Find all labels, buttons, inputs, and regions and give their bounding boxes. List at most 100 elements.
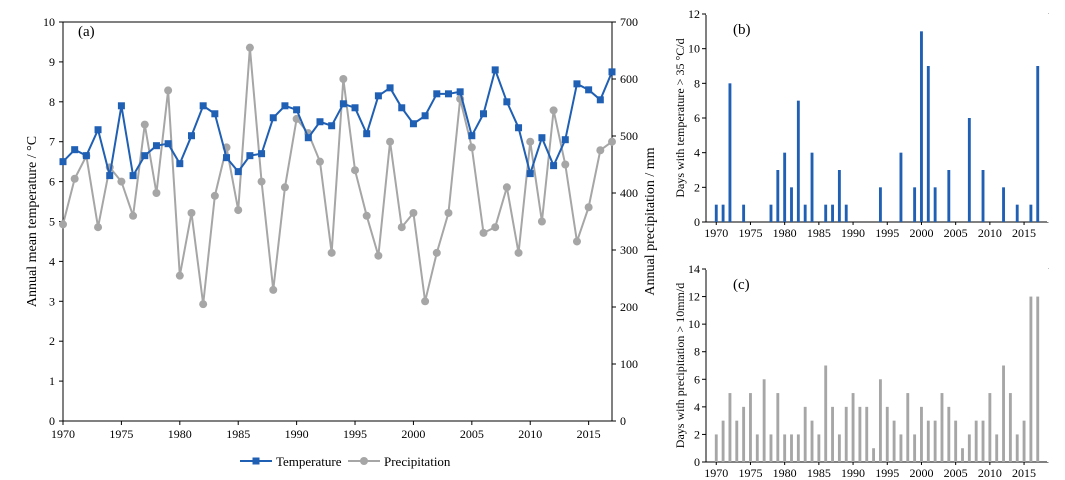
- precipitation-point: [561, 160, 570, 169]
- temperature-point: [117, 102, 125, 110]
- panel-c-bar: [749, 393, 752, 462]
- panel-b-bar: [933, 187, 937, 222]
- panel-a-ytick-label: 8: [49, 95, 55, 109]
- panel-b-xtick-label: 2000: [909, 226, 933, 240]
- legend-precipitation-label: Precipitation: [384, 454, 451, 469]
- panel-b-bar: [824, 204, 828, 222]
- legend-temperature-marker: [252, 457, 260, 465]
- panel-c-bar: [851, 393, 855, 462]
- panel-a-y2tick-label: 300: [620, 243, 638, 257]
- precipitation-point: [432, 248, 441, 257]
- temperature-point: [59, 158, 67, 166]
- panel-c-bar: [810, 420, 814, 462]
- precipitation-point: [59, 220, 67, 229]
- temperature-point: [246, 152, 254, 160]
- panel-c-xtick-label: 1985: [807, 466, 831, 480]
- temperature-point: [71, 146, 79, 154]
- panel-a-y2tick-label: 400: [620, 186, 638, 200]
- panel-a-ytick-label: 10: [43, 15, 55, 29]
- panel-c-bar: [817, 434, 821, 462]
- panel-c-bar: [858, 406, 862, 462]
- panel-c-bar: [742, 406, 746, 462]
- panel-b-bar: [947, 170, 951, 222]
- precipitation-point: [572, 237, 581, 246]
- temperature-point: [258, 150, 266, 158]
- temperature-point: [374, 92, 382, 100]
- panel-c-bar: [995, 434, 999, 462]
- panel-c-ytick-label: 6: [694, 372, 700, 386]
- temperature-point: [152, 142, 160, 150]
- panel-c-bar: [1002, 365, 1005, 462]
- panel-c-bar: [824, 365, 828, 462]
- panel-b-xtick-label: 1990: [841, 226, 865, 240]
- temperature-point: [585, 86, 593, 94]
- panel-b-bar: [878, 187, 882, 222]
- panel-b-bar: [1015, 204, 1019, 222]
- panel-b-xtick-label: 1980: [773, 226, 797, 240]
- panel-c-xtick-label: 1980: [773, 466, 797, 480]
- panel-c-ylabel: Days with precipitation > 10mm/d: [673, 283, 687, 448]
- panel-b-bar: [844, 204, 848, 222]
- panel-a-ytick-label: 4: [49, 254, 55, 268]
- panel-b-bar: [981, 170, 985, 222]
- precipitation-point: [444, 208, 453, 217]
- panel-c-ytick-label: 0: [694, 455, 700, 469]
- panel-c-xtick-label: 2005: [944, 466, 968, 480]
- temperature-point: [234, 168, 242, 176]
- panel-c-bar: [926, 420, 930, 462]
- panel-c-bar: [1029, 296, 1033, 462]
- panel-c-bar: [837, 434, 841, 462]
- temperature-point: [328, 122, 336, 130]
- temperature-point: [339, 100, 347, 108]
- precipitation-point: [210, 191, 219, 200]
- temperature-point: [480, 110, 488, 118]
- temperature-point: [596, 96, 604, 104]
- precipitation-point: [362, 211, 371, 220]
- precipitation-point: [351, 166, 360, 175]
- temperature-point: [468, 132, 476, 140]
- panel-a-y2tick-label: 200: [620, 300, 638, 314]
- panel-c-ytick-label: 4: [694, 400, 700, 414]
- panel-b-ytick-label: 12: [688, 7, 700, 21]
- panel-b-bar: [742, 204, 746, 222]
- panel-b-bar: [926, 66, 930, 222]
- precipitation-point: [514, 248, 523, 257]
- temperature-point: [281, 102, 289, 110]
- panel-a-y2tick-label: 100: [620, 357, 638, 371]
- precipitation-point: [117, 177, 126, 186]
- panel-a-xtick-label: 1990: [285, 427, 309, 441]
- panel-b-xtick-label: 2015: [1012, 226, 1036, 240]
- precipitation-point: [584, 203, 593, 212]
- panel-b-bar: [776, 170, 780, 222]
- panel-c-bar: [769, 434, 773, 462]
- temperature-point: [409, 120, 417, 128]
- panel-c-bar: [1022, 420, 1026, 462]
- precipitation-point: [129, 211, 138, 220]
- panel-b-ytick-label: 6: [694, 111, 700, 125]
- panel-b-bar: [1002, 187, 1005, 222]
- temperature-point: [351, 104, 359, 112]
- panel-c-xtick-label: 1970: [704, 466, 728, 480]
- panel-c-bar: [762, 379, 766, 462]
- precipitation-point: [409, 208, 418, 217]
- panel-b-bar: [803, 204, 807, 222]
- panel-b-xtick-label: 1970: [704, 226, 728, 240]
- panel-c: 0 2 4 6 8 10 12 14 1970 1975 1980 1985 1990 1995 2000 2…: [673, 262, 1049, 480]
- panel-c-bar: [954, 420, 958, 462]
- panel-a-ylabel: Annual mean temperature / °C: [25, 136, 40, 307]
- panel-c-xtick-label: 2000: [909, 466, 933, 480]
- precipitation-point: [94, 223, 103, 232]
- panel-c-xtick-label: 2010: [978, 466, 1002, 480]
- temperature-point: [199, 102, 207, 110]
- precipitation-point: [164, 86, 173, 95]
- temperature-point: [444, 90, 452, 98]
- temperature-point: [561, 136, 569, 144]
- temperature-point: [164, 140, 172, 148]
- precipitation-point: [70, 174, 79, 183]
- temperature-point: [269, 114, 277, 122]
- panel-a-xtick-label: 2015: [577, 427, 601, 441]
- panel-c-bar: [961, 448, 964, 462]
- panel-b-bar: [721, 204, 725, 222]
- panel-b-xtick-label: 1975: [738, 226, 762, 240]
